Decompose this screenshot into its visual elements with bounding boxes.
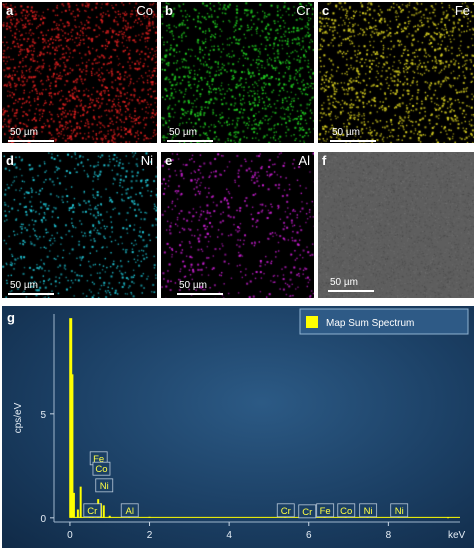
panel-e-al-map: e Al 50 µm xyxy=(161,152,314,298)
x-tick-label: 8 xyxy=(386,530,392,541)
x-tick-label: 4 xyxy=(226,530,232,541)
peak-label-box xyxy=(95,478,114,493)
panel-letter: g xyxy=(7,310,15,325)
peak-label-box xyxy=(337,503,356,518)
panel-letter: e xyxy=(165,153,173,168)
scale-bar xyxy=(167,140,213,142)
scale-bar xyxy=(177,293,223,295)
dot-map xyxy=(161,152,314,298)
x-tick-label: 2 xyxy=(147,530,153,541)
scale-bar xyxy=(8,140,54,142)
peak-label-box xyxy=(83,503,102,518)
spectrum-peak xyxy=(108,515,111,518)
peak-label: Cr xyxy=(302,507,312,518)
scale-label: 50 µm xyxy=(332,127,360,138)
x-tick-label: 6 xyxy=(306,530,312,541)
x-tick-label: 0 xyxy=(67,530,73,541)
legend-swatch xyxy=(306,316,318,328)
spectrum-peak xyxy=(76,509,79,518)
spectrum-peak xyxy=(79,486,82,518)
scale-bar xyxy=(328,290,374,292)
spectrum-peak xyxy=(102,505,105,518)
peak-label: Co xyxy=(340,506,352,517)
peak-label: Cr xyxy=(87,506,97,517)
y-tick-label: 5 xyxy=(40,410,46,421)
sem-texture xyxy=(318,152,474,298)
element-label: Cr xyxy=(296,3,310,18)
peak-label: Fe xyxy=(320,506,331,517)
dot-map xyxy=(2,152,157,298)
peak-label-box xyxy=(359,503,378,518)
legend-label: Map Sum Spectrum xyxy=(326,318,414,329)
panel-letter: d xyxy=(6,153,14,168)
peak-label: Co xyxy=(95,464,107,475)
peak-label: Al xyxy=(126,506,134,517)
element-label: Co xyxy=(136,3,153,18)
panel-b-cr-map: b Cr 50 µm xyxy=(161,2,314,143)
scale-label: 50 µm xyxy=(179,280,207,291)
scale-bar xyxy=(8,293,54,295)
peak-label: Ni xyxy=(364,506,373,517)
scale-label: 50 µm xyxy=(169,127,197,138)
peak-label-box xyxy=(120,503,139,518)
panel-g-eds-spectrum: g 0 2 4 6 8 0 5 keV cps/eV Fe Co Ni Cr Al Cr Cr Fe Co Ni Ni M… xyxy=(2,306,474,548)
scale-label: 50 µm xyxy=(10,127,38,138)
dot-map xyxy=(2,2,157,143)
panel-c-fe-map: c Fe 50 µm xyxy=(318,2,474,143)
legend-box xyxy=(299,308,469,335)
peak-label: Ni xyxy=(100,481,109,492)
scale-bar xyxy=(330,140,376,142)
element-label: Al xyxy=(298,153,310,168)
panel-d-ni-map: d Ni 50 µm xyxy=(2,152,157,298)
panel-f-sem-image: f 50 µm xyxy=(318,152,474,298)
peak-label: Ni xyxy=(395,506,404,517)
panel-letter: b xyxy=(165,3,173,18)
element-label: Fe xyxy=(454,3,470,18)
peak-label-box xyxy=(276,503,295,518)
element-label: Ni xyxy=(140,153,153,168)
panel-letter: a xyxy=(6,3,14,18)
scale-label: 50 µm xyxy=(330,277,358,288)
dot-map xyxy=(318,2,474,143)
peak-label-box xyxy=(92,461,111,476)
dot-map xyxy=(161,2,314,143)
peak-label-box xyxy=(390,503,409,518)
peak-label-box xyxy=(316,503,335,518)
panel-letter: f xyxy=(322,153,327,168)
spectrum-peak xyxy=(70,374,74,518)
x-axis-label: keV xyxy=(448,530,466,541)
peak-label: Cr xyxy=(281,506,291,517)
y-tick-label: 0 xyxy=(40,514,46,525)
peak-label: Fe xyxy=(93,454,104,465)
panel-letter: c xyxy=(322,3,330,18)
y-axis-label: cps/eV xyxy=(13,402,24,433)
spectrum-peak xyxy=(72,492,75,518)
panel-a-co-map: a Co 50 µm xyxy=(2,2,157,143)
scale-label: 50 µm xyxy=(10,280,38,291)
peak-label-box xyxy=(298,504,317,519)
